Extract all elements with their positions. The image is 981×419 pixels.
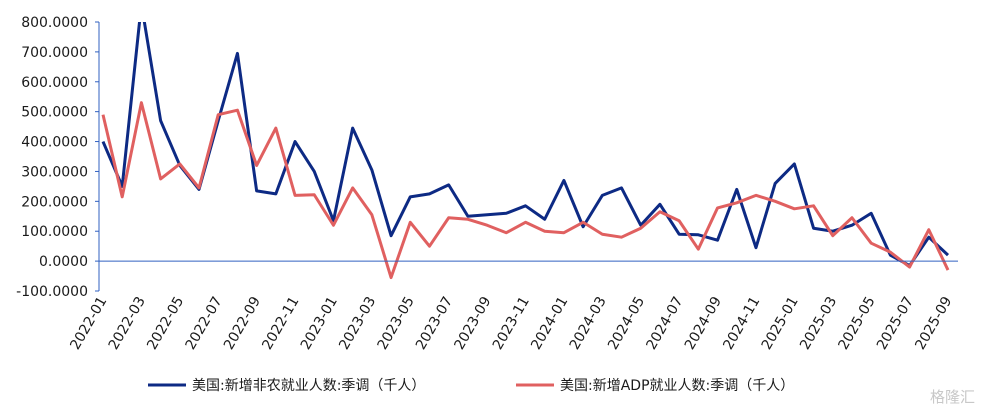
x-tick-label: 2024-05 <box>605 294 648 353</box>
x-tick-label: 2023-01 <box>298 294 341 353</box>
y-tick-label: -100.0000 <box>16 284 88 300</box>
legend-label: 美国:新增ADP就业人数:季调（千人） <box>560 378 794 394</box>
y-tick-label: 500.0000 <box>21 105 88 121</box>
plot-area <box>101 22 950 280</box>
x-tick-label: 2022-01 <box>67 294 110 353</box>
y-tick-label: 400.0000 <box>21 135 88 151</box>
x-tick-label: 2022-11 <box>259 294 302 353</box>
x-tick-label: 2023-05 <box>375 294 418 353</box>
x-tick-label: 2024-07 <box>643 294 686 353</box>
y-tick-label: 800.0000 <box>21 15 88 31</box>
x-tick-label: 2022-05 <box>144 294 187 353</box>
x-tick-label: 2023-09 <box>451 294 494 353</box>
x-tick-label: 2025-07 <box>874 294 917 353</box>
watermark: 格隆汇 <box>930 388 975 406</box>
x-tick-label: 2025-05 <box>836 294 879 353</box>
y-tick-label: 600.0000 <box>21 75 88 91</box>
x-tick-label: 2023-11 <box>490 294 533 353</box>
y-tick-label: 100.0000 <box>21 224 88 240</box>
x-tick-label: 2023-03 <box>336 294 379 353</box>
y-tick-label: 300.0000 <box>21 164 88 180</box>
y-tick-label: 0.0000 <box>39 254 88 270</box>
x-tick-label: 2024-11 <box>720 294 763 353</box>
x-tick-label: 2022-03 <box>106 294 149 353</box>
x-tick-label: 2023-07 <box>413 294 456 353</box>
x-tick-label: 2024-09 <box>682 294 725 353</box>
x-tick-label: 2025-01 <box>759 294 802 353</box>
x-tick-label: 2025-09 <box>912 294 955 353</box>
series-line <box>101 101 950 280</box>
y-tick-label: 700.0000 <box>21 45 88 61</box>
x-tick-label: 2022-09 <box>221 294 264 353</box>
y-tick-label: 200.0000 <box>21 194 88 210</box>
x-tick-label: 2022-07 <box>183 294 226 353</box>
x-tick-label: 2025-03 <box>797 294 840 353</box>
x-tick-label: 2024-01 <box>528 294 571 353</box>
x-tick-label: 2024-03 <box>567 294 610 353</box>
legend-label: 美国:新增非农就业人数:季调（千人） <box>192 378 425 394</box>
series-line <box>101 22 950 268</box>
